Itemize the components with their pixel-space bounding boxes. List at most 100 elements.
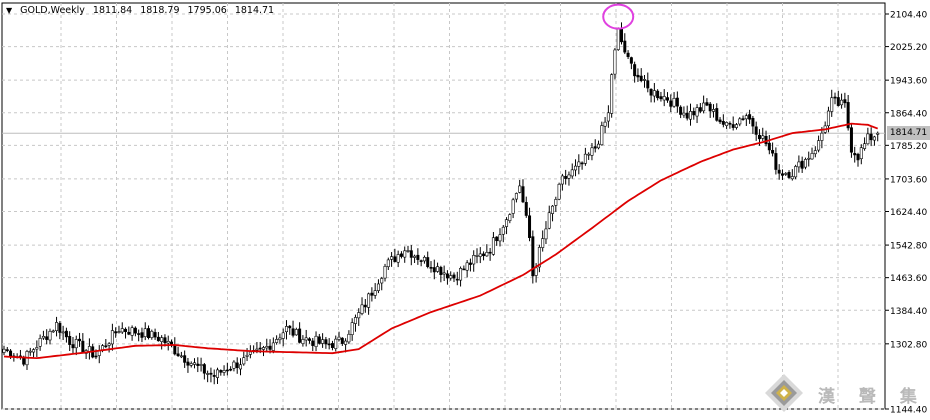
candle-body xyxy=(472,255,476,265)
candle-body xyxy=(741,118,745,120)
candle-body xyxy=(370,292,374,296)
candle-body xyxy=(518,185,522,193)
candle-body xyxy=(406,250,410,252)
candle-body xyxy=(853,153,857,156)
candle-body xyxy=(771,150,775,154)
candle-body xyxy=(524,202,528,216)
candle-body xyxy=(482,253,486,257)
candle-body xyxy=(656,90,660,99)
candle-body xyxy=(396,254,400,263)
candle-body xyxy=(436,266,440,272)
candle-body xyxy=(459,268,463,281)
candle-body xyxy=(659,96,663,100)
candle-body xyxy=(646,80,650,89)
candle-body xyxy=(314,335,318,347)
candle-body xyxy=(380,278,384,284)
candle-body xyxy=(455,278,459,281)
candle-body xyxy=(281,332,285,339)
candle-body xyxy=(107,343,111,346)
candle-body xyxy=(626,52,630,57)
candle-body xyxy=(679,106,683,115)
candle-body xyxy=(110,330,114,345)
candle-body xyxy=(373,290,377,296)
ohlc-low: 1795.06 xyxy=(187,5,227,16)
candle-body xyxy=(357,312,361,319)
candle-body xyxy=(840,99,844,106)
candle-body xyxy=(38,338,42,347)
candle-body xyxy=(807,157,811,160)
candle-body xyxy=(78,338,82,342)
candle-body xyxy=(636,74,640,78)
candle-body xyxy=(307,338,311,341)
candle-body xyxy=(173,344,177,355)
candle-body xyxy=(261,347,265,350)
candle-body xyxy=(189,363,193,366)
current-price-tag: 1814.71 xyxy=(887,126,930,141)
candle-body xyxy=(590,147,594,156)
candle-body xyxy=(738,118,742,125)
y-tick-label: 1703.60 xyxy=(890,175,927,185)
candle-body xyxy=(583,153,587,164)
candle-body xyxy=(672,97,676,107)
candle-body xyxy=(794,166,798,178)
candle-body xyxy=(587,153,591,156)
candle-body xyxy=(225,369,229,372)
candle-body xyxy=(74,339,78,349)
candle-body xyxy=(383,266,387,279)
candle-body xyxy=(761,135,765,139)
candle-body xyxy=(780,173,784,176)
candle-body xyxy=(403,250,407,258)
candle-body xyxy=(271,342,275,351)
candle-body xyxy=(603,121,607,127)
candle-body xyxy=(692,111,696,116)
candle-body xyxy=(600,125,604,146)
candle-body xyxy=(820,132,824,141)
candle-body xyxy=(501,226,505,235)
candle-body xyxy=(137,333,141,335)
candle-body xyxy=(390,256,394,260)
plot-frame xyxy=(1,2,886,410)
candle-body xyxy=(367,293,371,308)
candle-body xyxy=(202,364,206,374)
candle-body xyxy=(321,339,325,344)
candle-body xyxy=(705,102,709,106)
candle-body xyxy=(810,153,814,160)
candle-body xyxy=(301,339,305,344)
dropdown-triangle-icon[interactable]: ▼ xyxy=(6,6,13,15)
candle-body xyxy=(166,341,170,344)
candle-body xyxy=(544,228,548,240)
candle-body xyxy=(61,331,65,334)
candle-body xyxy=(836,97,840,106)
candle-body xyxy=(143,328,147,337)
candle-body xyxy=(777,169,781,174)
candle-body xyxy=(51,330,55,333)
candle-body xyxy=(186,361,190,366)
candle-body xyxy=(344,340,348,345)
candle-body xyxy=(711,109,715,112)
candle-body xyxy=(298,328,302,343)
candle-body xyxy=(422,256,426,262)
candle-body xyxy=(593,146,597,149)
candle-body xyxy=(114,331,118,334)
candle-body xyxy=(426,257,430,267)
candle-body xyxy=(160,337,164,342)
candle-body xyxy=(866,133,870,145)
candle-body xyxy=(856,153,860,161)
candle-body xyxy=(64,330,68,338)
candle-body xyxy=(35,347,39,350)
candle-body xyxy=(258,347,262,350)
candle-body xyxy=(363,304,367,308)
symbol-label: GOLD,Weekly xyxy=(20,5,85,16)
ohlc-high: 1818.79 xyxy=(140,5,180,16)
y-tick-label: 1785.20 xyxy=(890,142,927,152)
candle-body xyxy=(488,251,492,254)
candle-body xyxy=(734,124,738,128)
candle-body xyxy=(275,339,279,343)
candle-body xyxy=(32,349,36,353)
candle-body xyxy=(564,176,568,179)
candle-body xyxy=(245,354,249,357)
candle-body xyxy=(179,355,183,358)
candle-body xyxy=(784,173,788,175)
candle-body xyxy=(610,74,614,114)
